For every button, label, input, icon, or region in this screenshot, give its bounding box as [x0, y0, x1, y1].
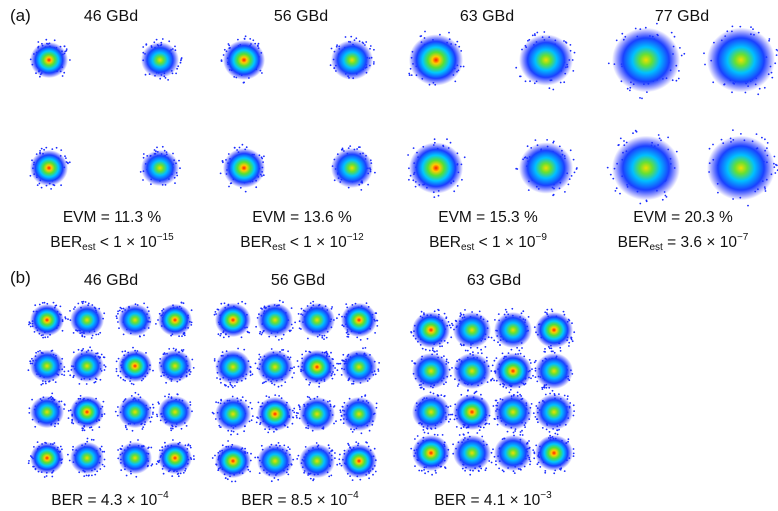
constellation-point [156, 393, 193, 431]
constellation-point [453, 390, 491, 434]
constellation-point [156, 439, 195, 477]
panel-a-constellations [0, 0, 778, 210]
constellation-point [116, 303, 153, 338]
panel-a-metric-63: EVM = 15.3 % BERest < 1 × 10−9 [393, 208, 583, 258]
constellation-point [534, 309, 575, 353]
constellation-point [338, 302, 378, 341]
panel-a-metric-46: EVM = 11.3 % BERest < 1 × 10−15 [17, 208, 207, 258]
constellation-point [212, 440, 252, 482]
constellation-point [115, 392, 155, 432]
constellation-point [212, 396, 254, 436]
constellation-point [30, 39, 71, 78]
constellation-point [338, 347, 380, 385]
constellation-point [607, 130, 680, 205]
constellation-point [412, 392, 453, 435]
panel-b-ber-46: BER = 4.3 × 10−4 [15, 486, 205, 511]
constellation-point [494, 432, 536, 474]
panel-b-rate-63: 63 GBd [424, 272, 564, 290]
constellation-point [67, 301, 105, 339]
constellation-point [408, 31, 464, 86]
constellation-point [703, 26, 778, 96]
constellation-point [707, 129, 778, 206]
constellation-point [492, 350, 533, 391]
panel-b-constellations [0, 290, 778, 490]
constellation-point [410, 434, 450, 476]
constellation-point [339, 394, 377, 434]
constellation-point [68, 346, 107, 385]
evm-value: EVM = 13.6 % [207, 208, 397, 228]
constellation-point [30, 147, 71, 190]
evm-value: EVM = 11.3 % [17, 208, 207, 228]
panel-a-metric-56: EVM = 13.6 % BERest < 1 × 10−12 [207, 208, 397, 258]
constellation-point [493, 392, 535, 433]
panel-b-label: (b) [10, 268, 31, 288]
panel-b-ber-63: BER = 4.1 × 10−3 [398, 486, 588, 511]
constellation-point [67, 438, 105, 477]
ber-estimate: BERest = 3.6 × 10−7 [588, 228, 778, 258]
constellation-point [28, 350, 66, 386]
constellation-point [532, 434, 574, 475]
panel-b-ber-56: BER = 8.5 × 10−4 [205, 486, 395, 511]
constellation-point [451, 350, 494, 393]
constellation-point [608, 23, 685, 100]
constellation-point [411, 350, 451, 390]
constellation-point [535, 390, 575, 435]
constellation-point [158, 348, 195, 384]
constellation-point [117, 439, 153, 478]
constellation-point [297, 350, 339, 388]
panel-b-rate-46: 46 GBd [41, 272, 181, 290]
constellation-point [254, 442, 294, 482]
constellation-point [68, 395, 106, 431]
panel-b-rate-56: 56 GBd [228, 272, 368, 290]
constellation-point [141, 38, 183, 81]
constellation-point [220, 144, 265, 193]
constellation-point [493, 308, 532, 351]
constellation-point [407, 138, 465, 198]
constellation-point [214, 301, 251, 338]
constellation-point [515, 139, 578, 196]
constellation-point [214, 348, 254, 389]
ber-estimate: BERest < 1 × 10−9 [393, 228, 583, 258]
constellation-point [28, 393, 65, 429]
constellation-point [255, 348, 295, 388]
panel-a-metric-77: EVM = 20.3 % BERest = 3.6 × 10−7 [588, 208, 778, 258]
evm-value: EVM = 15.3 % [393, 208, 583, 228]
evm-value: EVM = 20.3 % [588, 208, 778, 228]
constellation-point [330, 36, 375, 80]
constellation-point [28, 302, 67, 339]
constellation-point [331, 145, 376, 191]
constellation-point [452, 433, 494, 475]
constellation-point [296, 442, 338, 481]
constellation-point [256, 394, 295, 433]
constellation-point [116, 347, 154, 386]
constellation-point [532, 350, 573, 390]
constellation-point [140, 146, 181, 186]
constellation-point [28, 441, 64, 478]
constellation-point [515, 31, 575, 90]
constellation-point [450, 309, 493, 351]
constellation-point [296, 396, 337, 432]
ber-estimate: BERest < 1 × 10−12 [207, 228, 397, 258]
constellation-point [155, 302, 193, 338]
constellation-point [298, 301, 338, 340]
ber-estimate: BERest < 1 × 10−15 [17, 228, 207, 258]
constellation-point [410, 309, 452, 352]
constellation-point [338, 441, 377, 481]
constellation-point [255, 300, 296, 341]
constellation-point [221, 35, 265, 83]
